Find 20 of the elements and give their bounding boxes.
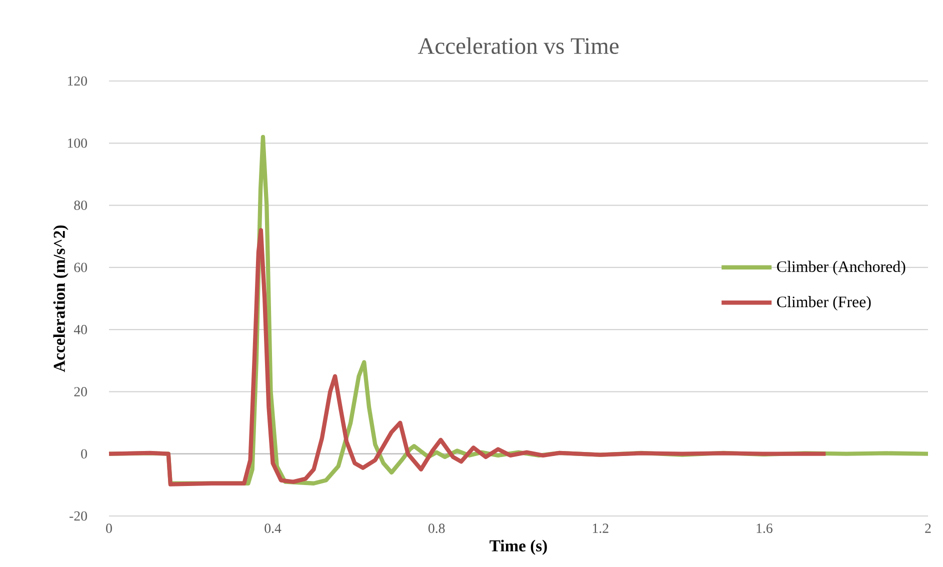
x-tick-label: 0.4	[264, 524, 282, 534]
legend-label: Climber (Anchored)	[777, 260, 906, 276]
x-tick-label: 1.2	[592, 524, 608, 534]
y-tick-label: 60	[74, 262, 87, 272]
x-tick-label: 2	[925, 524, 931, 533]
y-tick-label: -20	[70, 511, 87, 521]
line-series	[106, 228, 828, 486]
y-tick-label: 0	[81, 449, 87, 459]
x-tick-label: 0.8	[428, 524, 445, 534]
y-tick-label: 40	[74, 324, 87, 334]
y-tick-label: 80	[74, 200, 87, 210]
y-tick-label: 120	[68, 76, 87, 86]
x-tick-label: 0	[106, 524, 112, 533]
x-tick-label: 1.6	[756, 524, 772, 534]
x-axis-title: Time (s)	[490, 540, 547, 555]
y-tick-label: 20	[74, 387, 87, 396]
y-tick-label: 100	[68, 138, 87, 148]
y-axis-title: Acceleration (m/s^2)	[53, 225, 68, 372]
chart-title: Acceleration vs Time	[418, 37, 619, 54]
legend-label: Climber (Free)	[777, 296, 871, 310]
